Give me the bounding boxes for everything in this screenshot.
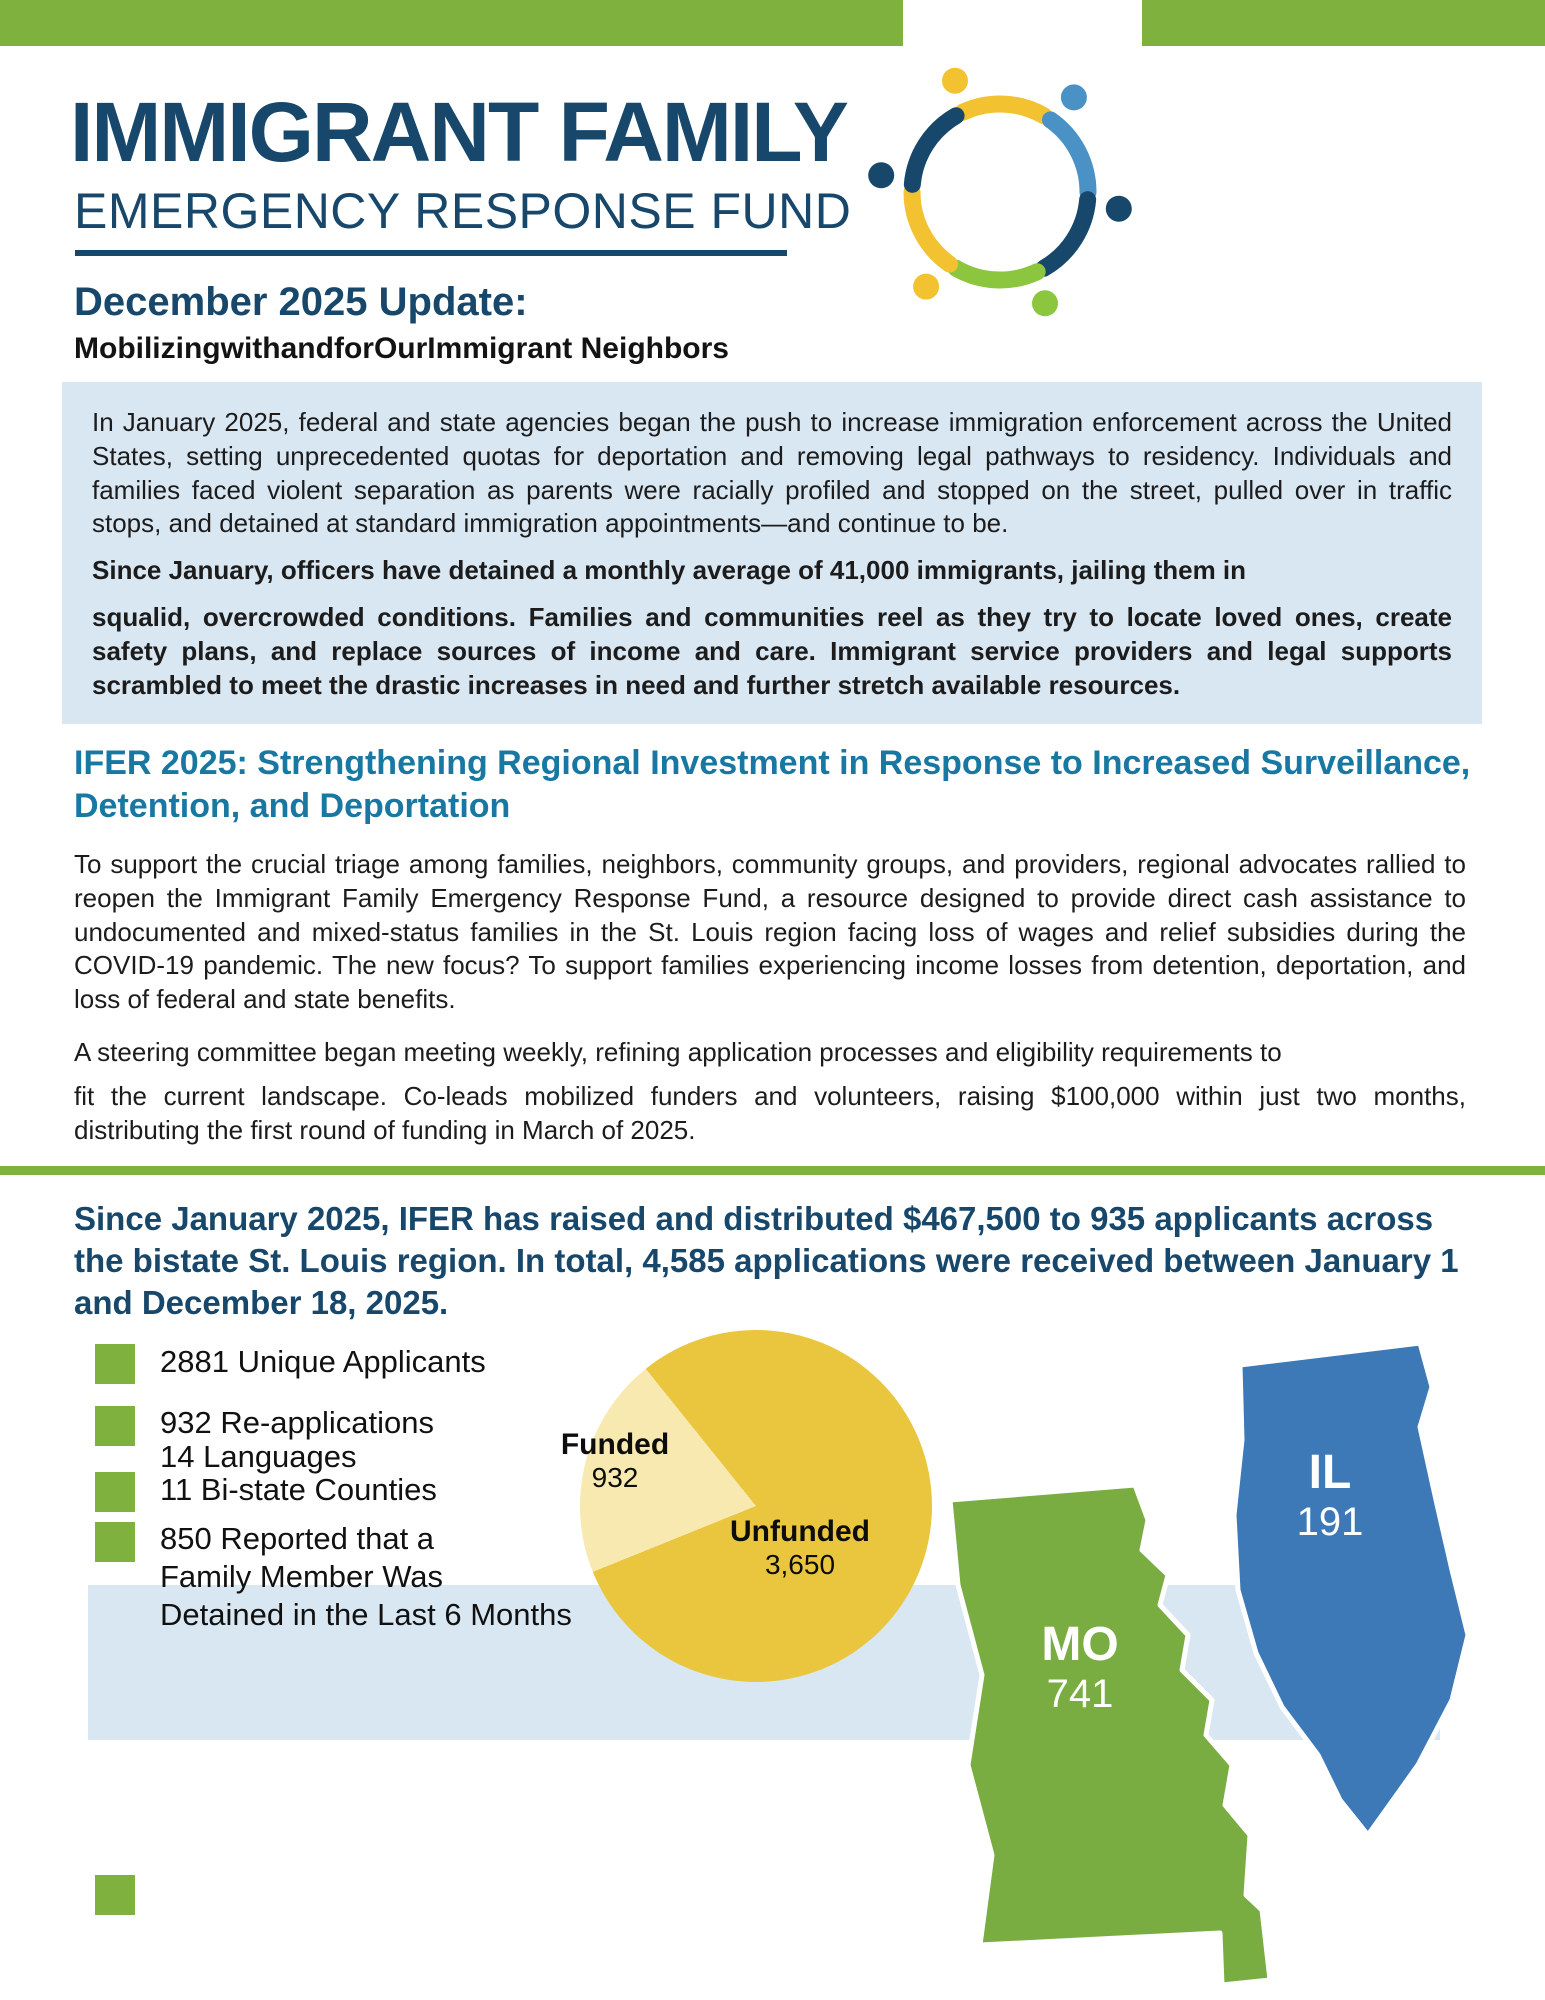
intro-paragraph-2: Since January, officers have detained a … xyxy=(92,555,1247,586)
update-subtitle: MobilizingwithandforOurImmigrant Neighbo… xyxy=(74,332,729,365)
ifer-paragraph-2: A steering committee began meeting weekl… xyxy=(74,1037,1282,1067)
mo-value: 741 xyxy=(1046,1672,1114,1717)
illinois-shape xyxy=(1231,1340,1471,1838)
stat-unique-applicants: 2881 Unique Applicants xyxy=(160,1344,486,1379)
stat-counties: 11 Bi-state Counties xyxy=(160,1472,437,1507)
bullet-square-icon xyxy=(95,1875,135,1915)
intro-paragraph-3: squalid, overcrowded conditions. Familie… xyxy=(92,601,1452,700)
il-name: IL xyxy=(1308,1446,1352,1499)
map-label-mo: MO 741 xyxy=(1000,1618,1160,1718)
pie-funded-value: 932 xyxy=(591,1462,639,1493)
stat-reapplications: 932 Re-applications xyxy=(160,1405,435,1440)
section-heading-ifer-2025: IFER 2025: Strengthening Regional Invest… xyxy=(74,744,1471,825)
mo-name: MO xyxy=(1041,1618,1119,1671)
stats-heading: Since January 2025, IFER has raised and … xyxy=(74,1200,1459,1321)
intro-panel: In January 2025, federal and state agenc… xyxy=(62,382,1482,725)
page-title: IMMIGRANT FAMILY xyxy=(70,85,849,179)
top-green-bar xyxy=(0,0,1545,46)
pie-unfunded-value: 3,650 xyxy=(764,1549,836,1580)
page-subtitle: EMERGENCY RESPONSE FUND xyxy=(74,183,852,239)
green-divider xyxy=(0,1166,1545,1175)
ifer-paragraph-1: To support the crucial triage among fami… xyxy=(74,849,1466,1015)
stats-graphics-section: 2881 Unique Applicants 932 Re-applicatio… xyxy=(0,1330,1545,2000)
pie-funded-name: Funded xyxy=(560,1428,670,1461)
pie-label-funded: Funded 932 xyxy=(505,1428,725,1495)
il-value: 191 xyxy=(1296,1500,1364,1545)
pie-label-unfunded: Unfunded 3,650 xyxy=(690,1515,910,1582)
missouri-shape xyxy=(947,1482,1273,1988)
stat-detained-line-1: 850 Reported that a xyxy=(160,1521,435,1556)
intro-paragraph-1: In January 2025, federal and state agenc… xyxy=(92,407,1452,539)
stat-detained-line-3: Detained in the Last 6 Months xyxy=(160,1597,572,1632)
bistate-map xyxy=(947,1340,1471,1988)
pie-unfunded-name: Unfunded xyxy=(730,1515,870,1548)
bullet-square-icon xyxy=(95,1522,135,1562)
map-label-il: IL 191 xyxy=(1260,1446,1400,1546)
bullet-square-icon xyxy=(95,1406,135,1446)
people-circle-logo-icon xyxy=(868,67,1132,317)
pie-chart xyxy=(580,1330,932,1682)
title-divider xyxy=(75,250,787,256)
top-bar-white-notch xyxy=(903,0,1142,46)
bullet-square-icon xyxy=(95,1344,135,1384)
bullet-square-icon xyxy=(95,1472,135,1512)
stat-languages: 14 Languages xyxy=(160,1439,357,1474)
update-title: December 2025 Update: xyxy=(74,280,528,324)
ifer-paragraph-3: fit the current landscape. Co-leads mobi… xyxy=(74,1081,1466,1145)
stat-detained-line-2: Family Member Was xyxy=(160,1559,444,1594)
